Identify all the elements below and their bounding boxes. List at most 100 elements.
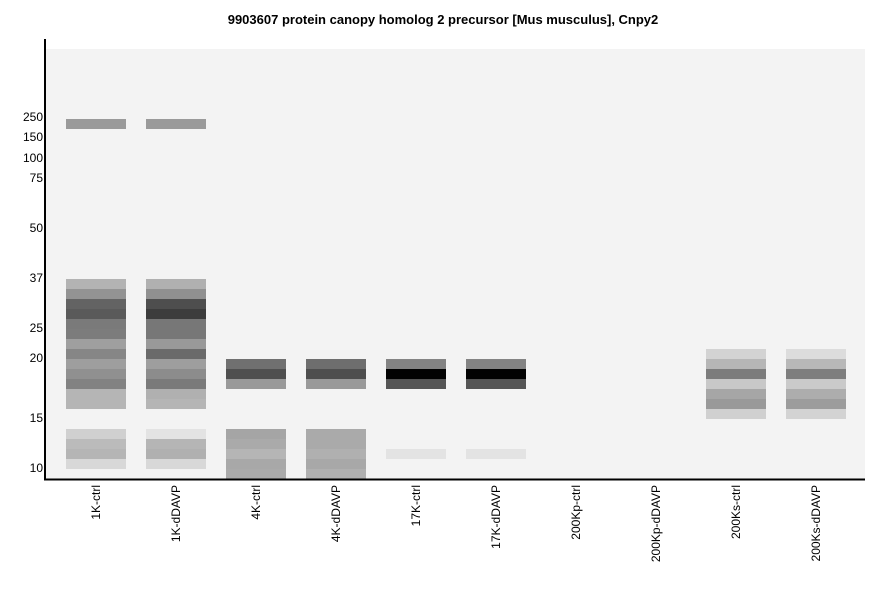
gel-band bbox=[306, 439, 366, 449]
gel-band bbox=[466, 449, 526, 459]
x-tick-label: 4K-dDAVP bbox=[329, 485, 343, 542]
gel-band bbox=[66, 319, 126, 329]
gel-band bbox=[146, 379, 206, 389]
gel-band bbox=[466, 379, 526, 389]
x-tick-label: 17K-ctrl bbox=[409, 485, 423, 526]
gel-band bbox=[706, 399, 766, 409]
y-tick-label: 150 bbox=[23, 130, 43, 144]
gel-band bbox=[146, 319, 206, 329]
gel-band bbox=[386, 379, 446, 389]
gel-band bbox=[706, 349, 766, 359]
gel-band bbox=[306, 369, 366, 379]
gel-band bbox=[66, 309, 126, 319]
gel-band bbox=[146, 119, 206, 129]
x-tick-label: 1K-dDAVP bbox=[169, 485, 183, 542]
gel-band bbox=[66, 289, 126, 299]
gel-band bbox=[66, 329, 126, 339]
x-tick-label: 200Kp-ctrl bbox=[569, 485, 583, 540]
x-tick-label: 200Ks-ctrl bbox=[729, 485, 743, 539]
gel-band bbox=[146, 399, 206, 409]
gel-band bbox=[786, 349, 846, 359]
gel-band bbox=[66, 399, 126, 409]
gel-band bbox=[146, 279, 206, 289]
x-tick-label: 1K-ctrl bbox=[89, 485, 103, 520]
gel-band bbox=[786, 399, 846, 409]
gel-band bbox=[306, 379, 366, 389]
gel-band bbox=[146, 289, 206, 299]
gel-band bbox=[66, 459, 126, 469]
gel-band bbox=[146, 359, 206, 369]
gel-band bbox=[466, 369, 526, 379]
gel-band bbox=[226, 439, 286, 449]
y-tick-label: 250 bbox=[23, 110, 43, 124]
x-tick-label: 200Ks-dDAVP bbox=[809, 485, 823, 561]
gel-band bbox=[706, 369, 766, 379]
gel-band bbox=[306, 459, 366, 469]
gel-band bbox=[146, 389, 206, 399]
gel-band bbox=[226, 379, 286, 389]
gel-band bbox=[306, 469, 366, 479]
gel-band bbox=[66, 279, 126, 289]
gel-band bbox=[386, 359, 446, 369]
gel-band bbox=[226, 369, 286, 379]
gel-band bbox=[66, 339, 126, 349]
gel-band bbox=[706, 359, 766, 369]
y-tick-label: 20 bbox=[30, 351, 44, 365]
x-tick-label: 4K-ctrl bbox=[249, 485, 263, 520]
gel-band bbox=[66, 429, 126, 439]
gel-band bbox=[66, 119, 126, 129]
gel-band bbox=[66, 449, 126, 459]
y-tick-label: 100 bbox=[23, 151, 43, 165]
gel-band bbox=[146, 449, 206, 459]
gel-band bbox=[306, 449, 366, 459]
gel-band bbox=[146, 339, 206, 349]
gel-band bbox=[66, 369, 126, 379]
x-tick-label: 200Kp-dDAVP bbox=[649, 485, 663, 562]
gel-band bbox=[146, 309, 206, 319]
y-tick-label: 50 bbox=[30, 221, 44, 235]
bands-layer bbox=[66, 119, 846, 479]
gel-band bbox=[786, 409, 846, 419]
y-tick-label: 75 bbox=[30, 171, 44, 185]
gel-band bbox=[146, 369, 206, 379]
gel-band bbox=[66, 389, 126, 399]
gel-band bbox=[226, 449, 286, 459]
gel-band bbox=[306, 429, 366, 439]
gel-band bbox=[226, 459, 286, 469]
gel-band bbox=[706, 379, 766, 389]
x-axis-labels: 1K-ctrl 1K-dDAVP 4K-ctrl 4K-dDAVP 17K-ctrl 17… bbox=[89, 485, 823, 562]
gel-band bbox=[466, 359, 526, 369]
gel-band bbox=[66, 299, 126, 309]
gel-band bbox=[146, 429, 206, 439]
gel-band bbox=[146, 329, 206, 339]
gel-band bbox=[226, 469, 286, 479]
gel-band bbox=[226, 429, 286, 439]
gel-band bbox=[386, 449, 446, 459]
gel-band bbox=[66, 439, 126, 449]
gel-band bbox=[146, 439, 206, 449]
gel-band bbox=[786, 379, 846, 389]
gel-band bbox=[146, 349, 206, 359]
y-tick-label: 15 bbox=[30, 411, 44, 425]
gel-band bbox=[66, 379, 126, 389]
y-tick-label: 25 bbox=[30, 321, 44, 335]
chart-title: 9903607 protein canopy homolog 2 precurs… bbox=[228, 12, 659, 27]
x-tick-label: 17K-dDAVP bbox=[489, 485, 503, 549]
gel-band bbox=[786, 359, 846, 369]
y-axis-ticks: 250 150 100 75 50 37 25 20 15 10 bbox=[23, 110, 43, 475]
y-tick-label: 37 bbox=[30, 271, 44, 285]
gel-band bbox=[66, 359, 126, 369]
gel-band bbox=[706, 389, 766, 399]
gel-band bbox=[226, 359, 286, 369]
y-tick-label: 10 bbox=[30, 461, 44, 475]
gel-band bbox=[146, 299, 206, 309]
gel-band bbox=[146, 459, 206, 469]
gel-band bbox=[786, 389, 846, 399]
gel-band bbox=[386, 369, 446, 379]
gel-band bbox=[706, 409, 766, 419]
gel-band bbox=[786, 369, 846, 379]
gel-band bbox=[66, 349, 126, 359]
gel-band bbox=[306, 359, 366, 369]
